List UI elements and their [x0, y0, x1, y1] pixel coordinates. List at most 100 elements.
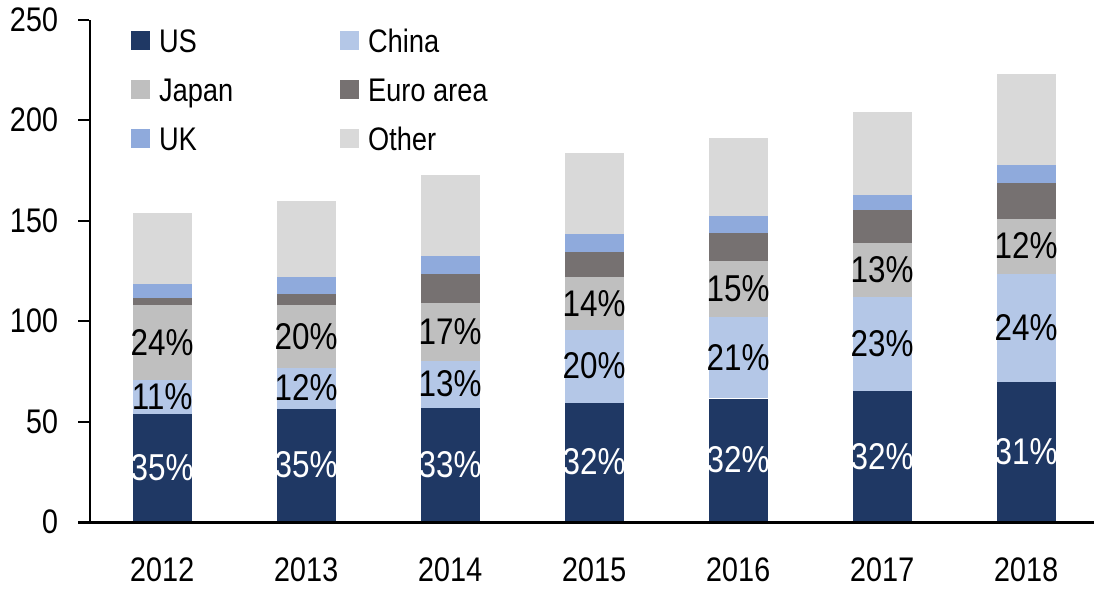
- y-tick-label-200: 200: [9, 101, 58, 140]
- x-tick-label-2016: 2016: [705, 551, 771, 589]
- bar-2014-label-japan: 17%: [418, 311, 482, 353]
- bar-2012-segment-us: [132, 413, 192, 522]
- bar-2016-label-us: 32%: [706, 439, 770, 481]
- bar-2013-segment-other: [276, 200, 336, 278]
- legend-swatch-uk: [131, 129, 150, 148]
- legend-item-china: China: [340, 23, 509, 59]
- bar-2016-label-china: 21%: [706, 336, 770, 378]
- bar-2014-segment-euro-area: [420, 274, 480, 304]
- bar-2015-segment-japan: [564, 277, 624, 331]
- bar-2018-segment-us: [996, 382, 1056, 522]
- bar-2016-segment-other: [708, 138, 768, 216]
- bar-2017-label-china: 23%: [850, 323, 914, 365]
- legend-label-uk: UK: [159, 120, 197, 157]
- legend-label-china: China: [368, 22, 440, 59]
- legend-swatch-other: [340, 129, 359, 148]
- x-tick-label-2012: 2012: [129, 551, 195, 589]
- bar-2017-segment-euro-area: [852, 209, 912, 243]
- bar-2016-segment-japan: [708, 260, 768, 318]
- bar-2017-segment-japan: [852, 242, 912, 298]
- bar-2015-segment-euro-area: [564, 251, 624, 278]
- bar-2018-segment-other: [996, 74, 1056, 165]
- y-tick-label-100: 100: [9, 302, 58, 341]
- bar-2015-segment-us: [564, 402, 624, 522]
- legend-label-japan: Japan: [159, 71, 234, 108]
- legend-item-other: Other: [340, 121, 509, 157]
- bar-2017-segment-uk: [852, 194, 912, 210]
- bar-2018-segment-china: [996, 274, 1056, 383]
- legend-item-uk: UK: [131, 121, 340, 157]
- bar-2012-segment-uk: [132, 284, 192, 299]
- bar-2012-label-japan: 24%: [130, 321, 194, 363]
- bar-2014-label-us: 33%: [418, 443, 482, 485]
- bar-2012-segment-japan: [132, 305, 192, 381]
- bar-2014-segment-us: [420, 407, 480, 522]
- bar-2017-label-us: 32%: [850, 435, 914, 477]
- bar-2015-segment-uk: [564, 233, 624, 252]
- y-tick-100: [78, 320, 89, 323]
- bar-2017-segment-other: [852, 112, 912, 195]
- legend-swatch-us: [131, 31, 150, 50]
- bar-2013-segment-uk: [276, 277, 336, 295]
- bar-2012-label-china: 11%: [131, 376, 193, 417]
- x-tick-label-2013: 2013: [273, 551, 339, 589]
- bar-2013-segment-china: [276, 368, 336, 409]
- y-tick-50: [78, 420, 89, 423]
- bar-2014-segment-china: [420, 361, 480, 408]
- bar-2012-segment-other: [132, 212, 192, 285]
- bar-2016-segment-us: [708, 398, 768, 522]
- bar-2013-segment-us: [276, 408, 336, 522]
- bar-2018-label-us: 31%: [994, 431, 1058, 473]
- bar-2015-label-china: 20%: [562, 345, 626, 387]
- legend-item-japan: Japan: [131, 72, 340, 108]
- bar-2015-label-us: 32%: [562, 441, 626, 483]
- legend-swatch-china: [340, 31, 359, 50]
- bar-2018-segment-uk: [996, 164, 1056, 183]
- legend-swatch-japan: [131, 80, 150, 99]
- bar-2018-segment-euro-area: [996, 182, 1056, 219]
- bar-2016-segment-uk: [708, 215, 768, 233]
- bar-2016-label-japan: 15%: [706, 268, 770, 310]
- bar-2014-label-china: 13%: [418, 363, 482, 405]
- bar-2016-segment-euro-area: [708, 232, 768, 261]
- bar-2013-label-us: 35%: [274, 444, 338, 486]
- bar-2018-segment-japan: [996, 218, 1056, 274]
- bar-2017-segment-us: [852, 391, 912, 522]
- bar-2013-label-china: 12%: [274, 367, 338, 409]
- y-tick-label-50: 50: [25, 402, 58, 441]
- y-axis-line: [89, 20, 91, 522]
- bar-2015-label-japan: 14%: [562, 282, 626, 324]
- bar-2014-segment-uk: [420, 255, 480, 274]
- legend: US China Japan Euro area UK Other: [131, 16, 509, 163]
- bar-2015-segment-china: [564, 330, 624, 403]
- y-tick-label-0: 0: [41, 503, 58, 541]
- x-tick-label-2014: 2014: [417, 551, 483, 589]
- x-tick-label-2017: 2017: [849, 551, 915, 589]
- bar-2014-segment-japan: [420, 303, 480, 362]
- legend-item-euro-area: Euro area: [340, 72, 509, 108]
- x-axis-line: [78, 521, 1094, 524]
- bar-2018-label-japan: 12%: [994, 225, 1058, 267]
- legend-label-euro-area: Euro area: [368, 71, 488, 108]
- y-tick-label-150: 150: [9, 201, 58, 240]
- bar-2013-label-japan: 20%: [274, 315, 338, 357]
- bar-2013-segment-japan: [276, 305, 336, 369]
- bar-2012-segment-euro-area: [132, 298, 192, 306]
- legend-swatch-euro-area: [340, 80, 359, 99]
- bar-2018-label-china: 24%: [994, 307, 1058, 349]
- bar-2013-segment-euro-area: [276, 294, 336, 306]
- y-tick-200: [78, 119, 89, 122]
- bar-2017-label-japan: 13%: [850, 248, 914, 290]
- legend-item-us: US: [131, 23, 340, 59]
- x-tick-label-2018: 2018: [993, 551, 1059, 589]
- y-tick-150: [78, 219, 89, 222]
- bar-2014-segment-other: [420, 174, 480, 256]
- bar-2016-segment-china: [708, 317, 768, 399]
- bar-2017-segment-china: [852, 297, 912, 392]
- bar-2015-segment-other: [564, 152, 624, 234]
- legend-label-us: US: [159, 22, 197, 59]
- x-tick-label-2015: 2015: [561, 551, 627, 589]
- bar-2012-label-us: 35%: [130, 446, 194, 488]
- legend-label-other: Other: [368, 120, 437, 157]
